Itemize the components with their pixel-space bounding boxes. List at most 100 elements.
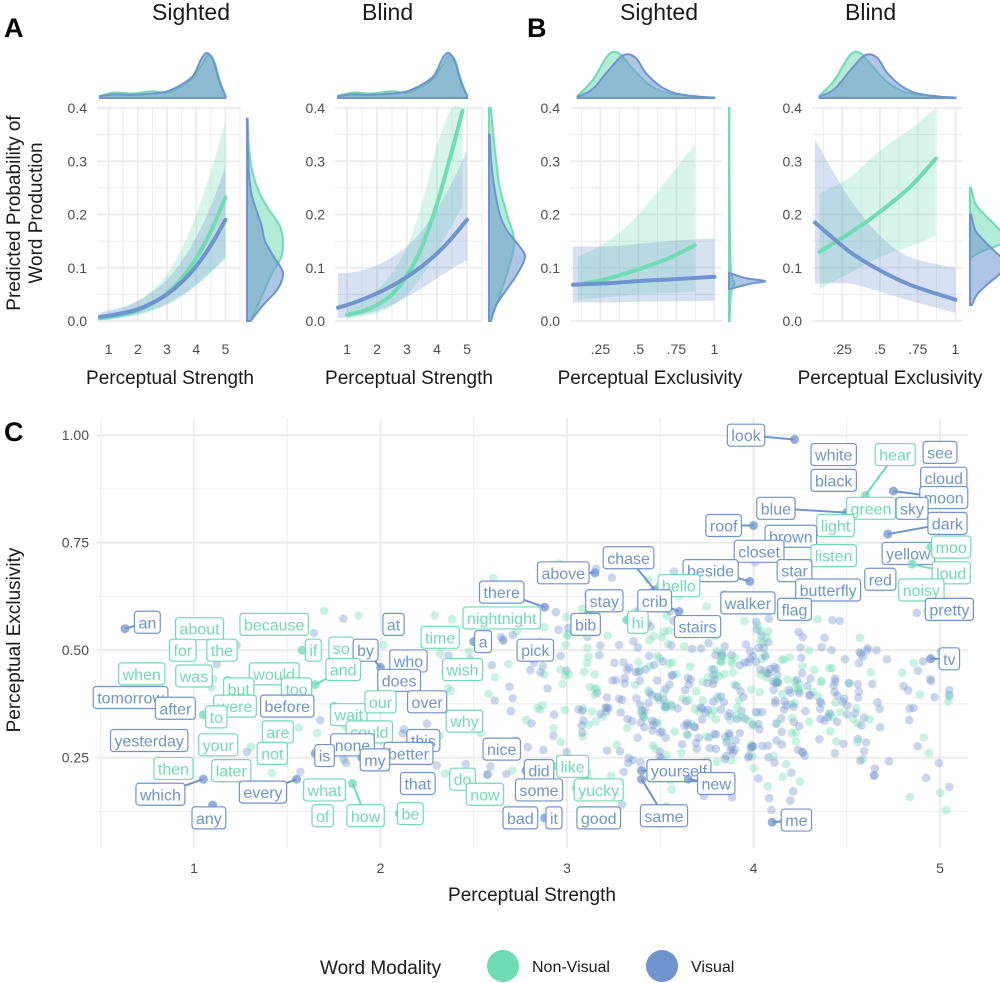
data-point xyxy=(756,626,765,636)
word-label-text: green xyxy=(851,501,892,518)
y-tick-label: 0.2 xyxy=(306,207,326,223)
word-label-above: above xyxy=(536,561,590,585)
data-point xyxy=(745,646,755,656)
data-point xyxy=(592,684,602,693)
data-point xyxy=(870,771,879,780)
data-point xyxy=(716,657,725,667)
data-point xyxy=(794,721,804,731)
word-label-after: after xyxy=(154,696,196,720)
data-point xyxy=(747,685,756,694)
data-point xyxy=(554,625,563,634)
data-point xyxy=(681,697,691,706)
data-point xyxy=(724,728,734,738)
word-label-and: and xyxy=(325,657,362,682)
word-label-because: because xyxy=(239,612,310,637)
data-point xyxy=(578,728,587,737)
data-point xyxy=(628,755,637,765)
data-point xyxy=(770,662,779,672)
legend-key-visual xyxy=(646,950,678,982)
data-point xyxy=(845,679,854,688)
data-point xyxy=(778,772,787,782)
data-point xyxy=(698,696,708,705)
data-point xyxy=(714,672,724,681)
data-point xyxy=(829,681,838,690)
word-label-moon: moon xyxy=(919,485,969,510)
data-point xyxy=(483,770,492,780)
top-density-visual xyxy=(337,51,468,99)
data-point xyxy=(773,670,782,679)
word-label-to: to xyxy=(205,705,228,729)
data-point xyxy=(604,703,613,713)
data-point xyxy=(685,662,695,671)
data-point xyxy=(719,669,729,679)
data-point xyxy=(723,735,732,745)
data-point xyxy=(726,715,735,725)
word-label-text: was xyxy=(179,669,208,686)
word-label-box xyxy=(864,567,897,591)
data-point xyxy=(791,683,800,693)
panel-title: Blind xyxy=(362,0,413,25)
data-point xyxy=(649,660,659,670)
data-point xyxy=(761,652,770,661)
word-label-text: an xyxy=(138,615,156,632)
data-point xyxy=(835,616,845,626)
data-point xyxy=(824,708,834,718)
data-point xyxy=(710,675,719,685)
data-point xyxy=(584,720,593,730)
x-tick-label: 5 xyxy=(222,341,230,357)
data-point xyxy=(840,655,850,664)
word-label-box xyxy=(399,771,436,796)
data-point xyxy=(869,771,879,780)
data-point xyxy=(645,661,654,671)
data-point xyxy=(919,733,929,742)
data-point xyxy=(744,751,754,761)
data-point xyxy=(659,695,669,705)
data-point xyxy=(808,687,818,697)
y-tick-label: 0.3 xyxy=(541,153,561,169)
word-label-stairs: stairs xyxy=(673,614,722,639)
data-point xyxy=(562,612,571,622)
data-point xyxy=(489,573,498,583)
data-point xyxy=(683,720,692,730)
word-label-text: after xyxy=(159,701,192,718)
y-tick-label: 0.50 xyxy=(62,642,89,658)
data-point xyxy=(623,714,632,724)
y-tick-label: 0.25 xyxy=(62,750,89,766)
data-point xyxy=(723,712,733,721)
data-point xyxy=(795,777,804,786)
data-point xyxy=(667,658,677,667)
data-point xyxy=(859,747,869,756)
data-point xyxy=(669,567,679,576)
word-label-box xyxy=(441,657,484,682)
word-label-noisy: noisy xyxy=(898,578,945,602)
data-point xyxy=(794,684,803,693)
data-point xyxy=(855,647,865,657)
data-point xyxy=(926,677,936,686)
word-label-text: tomorrow xyxy=(97,691,164,708)
data-point xyxy=(760,666,769,676)
data-point xyxy=(798,748,807,757)
word-label-box xyxy=(573,778,624,802)
data-point xyxy=(698,677,707,687)
data-point xyxy=(574,705,583,714)
data-point xyxy=(690,723,699,732)
data-point xyxy=(782,701,791,710)
word-label-moo: moo xyxy=(931,535,972,559)
data-point xyxy=(772,719,781,729)
word-label-box xyxy=(777,597,813,621)
data-point xyxy=(778,689,787,699)
data-point xyxy=(844,678,853,688)
data-point xyxy=(635,700,645,709)
data-point xyxy=(710,729,719,739)
word-label-box xyxy=(673,614,722,639)
data-point xyxy=(945,685,954,695)
word-label-box xyxy=(895,496,929,520)
data-point xyxy=(484,689,493,699)
data-point xyxy=(764,627,773,636)
data-point xyxy=(556,737,566,747)
data-point xyxy=(661,702,670,711)
data-point xyxy=(945,691,954,701)
x-tick-label: 2 xyxy=(377,860,385,876)
data-point xyxy=(501,769,511,779)
